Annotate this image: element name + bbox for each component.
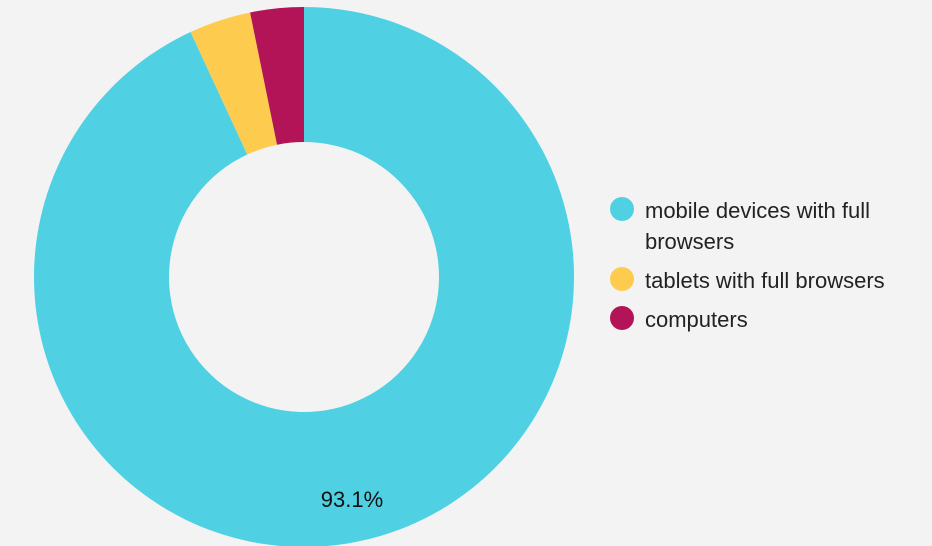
legend-label-computers: computers [645,307,748,332]
slice-tablets [190,12,278,155]
legend-swatch-mobile [610,197,634,221]
legend-item-computers: computers [610,304,910,335]
legend-label-mobile: mobile devices with full browsers [645,198,870,254]
slice-computers [250,6,304,145]
legend: mobile devices with full browsers tablet… [610,195,910,343]
legend-swatch-computers [610,306,634,330]
slice-label-mobile: 93.1% [321,487,383,512]
legend-item-mobile: mobile devices with full browsers [610,195,910,257]
legend-label-tablets: tablets with full browsers [645,268,885,293]
slice-mobile [34,7,574,546]
legend-swatch-tablets [610,267,634,291]
legend-item-tablets: tablets with full browsers [610,265,910,296]
